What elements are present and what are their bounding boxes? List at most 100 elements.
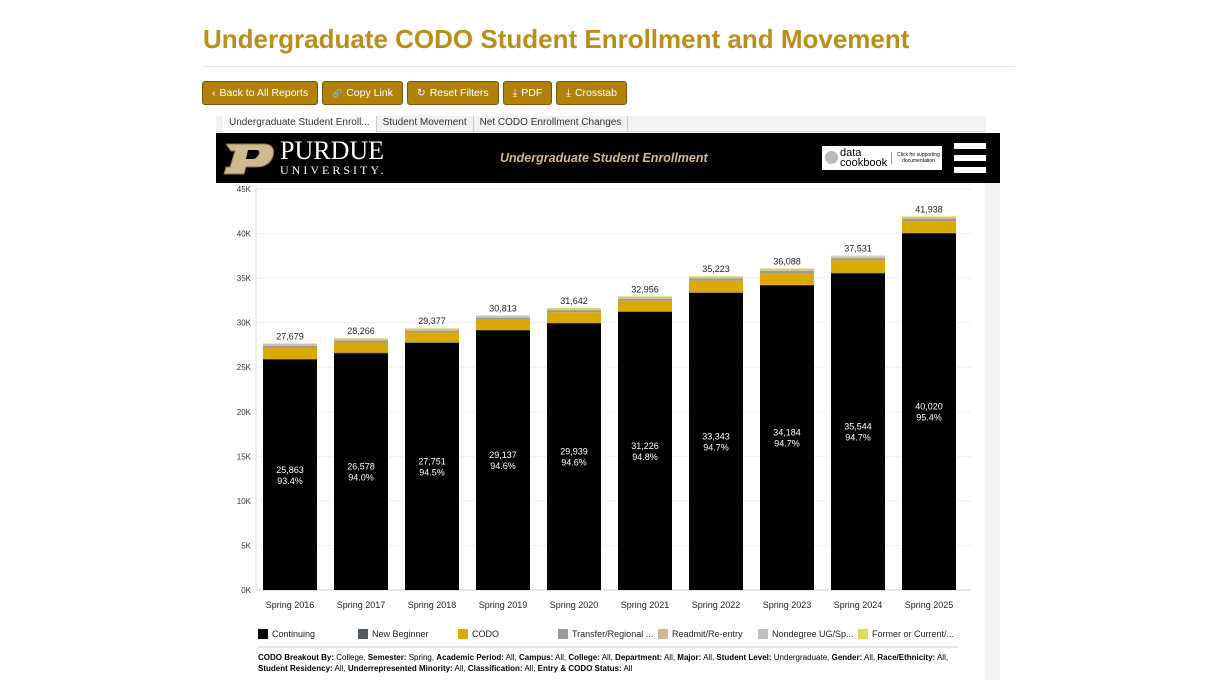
back-to-all-reports-button[interactable]: ‹ Back to All Reports [202, 81, 319, 105]
filter-key: CODO Breakout By: [258, 653, 335, 662]
filter-value: All, [662, 653, 678, 662]
bar-segment-nondegree-ug-sp- [547, 308, 601, 310]
bar-segment-new-beginner [831, 272, 885, 274]
bar-segment-readmit-re-entry [689, 277, 743, 279]
cookbook-text: cookbook [840, 157, 888, 169]
filter-summary: CODO Breakout By: College, Semester: Spr… [258, 652, 978, 674]
hamburger-menu-icon[interactable] [954, 143, 986, 173]
divider [258, 646, 958, 648]
bar-segment-new-beginner [902, 232, 956, 234]
filter-key: Classification: [467, 664, 523, 673]
legend-label: Former or Current/... [872, 629, 955, 639]
link-icon: 🔗 [332, 88, 343, 98]
legend-swatch [458, 629, 468, 639]
x-tick-label: Spring 2019 [479, 600, 528, 610]
bar-segment-nondegree-ug-sp- [760, 269, 814, 271]
y-tick-label: 20K [237, 408, 252, 417]
bar-segment-former-or-current- [263, 343, 317, 344]
x-tick-label: Spring 2024 [834, 600, 883, 610]
bar-segment-continuing [689, 292, 743, 590]
bar-segment-readmit-re-entry [760, 270, 814, 272]
bar-segment-nondegree-ug-sp- [618, 296, 672, 299]
bar-segment-transfer-regional- [263, 345, 317, 348]
bar-segment-new-beginner [263, 358, 317, 360]
bar-segment-nondegree-ug-sp- [405, 328, 459, 330]
filter-key: Student Level: [716, 653, 772, 662]
continuing-value-label: 29,939 [560, 447, 588, 457]
filter-value: All, [332, 664, 348, 673]
bar-segment-former-or-current- [476, 315, 530, 317]
legend-label: Continuing [272, 629, 316, 639]
continuing-value-label: 26,578 [347, 462, 375, 472]
logo-sub: UNIVERSITY. [280, 163, 387, 177]
bar-segment-codo [405, 332, 459, 343]
bar-segment-codo [263, 347, 317, 359]
purdue-p-icon [223, 143, 275, 174]
filter-key: Underrepresented Minority: [347, 664, 453, 673]
bar-segment-former-or-current- [547, 308, 601, 309]
purdue-logo: PURDUE UNIVERSITY. [220, 138, 387, 178]
bar-segment-new-beginner [689, 292, 743, 293]
bar-segment-codo [902, 221, 956, 233]
bar-segment-nondegree-ug-sp- [263, 343, 317, 346]
continuing-value-label: 33,343 [702, 431, 730, 441]
total-label: 35,223 [702, 264, 730, 274]
y-tick-label: 25K [237, 363, 252, 372]
continuing-value-label: 31,226 [631, 441, 659, 451]
filter-key: Major: [677, 653, 702, 662]
filter-key: Gender: [831, 653, 863, 662]
x-tick-label: Spring 2025 [905, 600, 954, 610]
legend-item[interactable]: Continuing [258, 629, 358, 639]
continuing-pct-label: 93.4% [277, 476, 303, 486]
legend-item[interactable]: Readmit/Re-entry [658, 629, 758, 639]
legend-item[interactable]: Transfer/Regional ... [558, 629, 658, 639]
continuing-value-label: 29,137 [489, 450, 517, 460]
filter-value: All, [452, 664, 468, 673]
reset-filters-button[interactable]: ↻ Reset Filters [406, 81, 499, 105]
bar-segment-transfer-regional- [618, 298, 672, 301]
y-tick-label: 45K [237, 185, 252, 194]
button-label: Copy Link [346, 87, 393, 99]
button-label: Crosstab [574, 87, 617, 99]
filter-key: Department: [615, 653, 663, 662]
bar-segment-transfer-regional- [831, 258, 885, 261]
bar-segment-continuing [618, 311, 672, 590]
copy-link-button[interactable]: 🔗 Copy Link [322, 81, 403, 105]
legend-item[interactable]: New Beginner [358, 629, 458, 639]
bar-segment-codo [334, 342, 388, 353]
dashboard-banner: PURDUE UNIVERSITY. Undergraduate Student … [216, 133, 1000, 183]
bar-segment-nondegree-ug-sp- [902, 216, 956, 219]
filter-key: College: [568, 653, 600, 662]
filter-key: Campus: [519, 653, 554, 662]
bar-segment-transfer-regional- [334, 340, 388, 343]
bar-segment-continuing [547, 323, 601, 590]
tab-student-movement[interactable]: Student Movement [377, 116, 474, 132]
divider [203, 66, 1015, 67]
legend-item[interactable]: CODO [458, 629, 558, 639]
tab-net-codo-enrollment-changes[interactable]: Net CODO Enrollment Changes [474, 116, 629, 132]
filter-value: All, [862, 653, 878, 662]
pdf-button[interactable]: ⤓ PDF [502, 81, 553, 105]
data-cookbook-link[interactable]: data cookbook Click for supporting docume… [822, 146, 942, 170]
cookbook-text: data [840, 147, 862, 159]
bar-segment-codo [831, 260, 885, 273]
y-tick-label: 35K [237, 274, 252, 283]
total-label: 29,377 [418, 316, 446, 326]
y-tick-label: 40K [237, 230, 252, 239]
continuing-pct-label: 94.7% [703, 442, 729, 452]
total-label: 28,266 [347, 326, 375, 336]
filter-value: All, [522, 664, 538, 673]
bar-segment-continuing [476, 330, 530, 590]
crosstab-button[interactable]: ⤓ Crosstab [556, 81, 627, 105]
page-title: Undergraduate CODO Student Enrollment an… [203, 24, 910, 54]
legend-item[interactable]: Former or Current/... [858, 629, 958, 639]
continuing-pct-label: 94.6% [490, 461, 516, 471]
bar-segment-nondegree-ug-sp- [476, 316, 530, 318]
continuing-pct-label: 94.7% [845, 433, 871, 443]
bar-segment-former-or-current- [831, 255, 885, 257]
continuing-pct-label: 95.4% [916, 413, 942, 423]
bar-segment-former-or-current- [618, 296, 672, 297]
total-label: 32,956 [631, 284, 659, 294]
legend-item[interactable]: Nondegree UG/Sp... [758, 629, 858, 639]
tab-undergraduate-student-enrollment[interactable]: Undergraduate Student Enroll... [223, 116, 377, 132]
